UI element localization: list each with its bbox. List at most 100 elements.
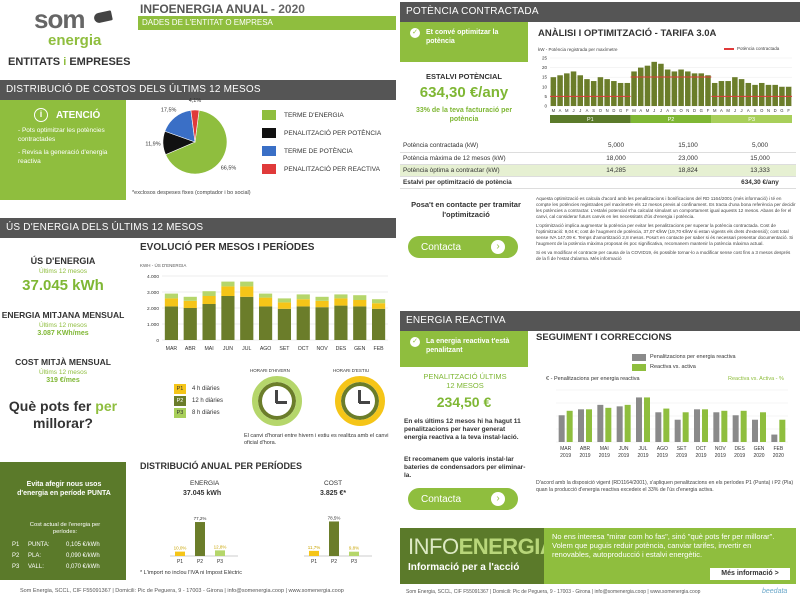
- banner-text: No ens interesa "mirar com ho fas", sinó…: [552, 532, 775, 559]
- evo-bar-P2-9: [334, 305, 348, 340]
- power-xtick-6: S: [592, 108, 595, 113]
- tip-row-p1-period: P1: [12, 542, 20, 548]
- evo-bar-P2-10: [353, 306, 367, 340]
- track-bar-penalty-6: [674, 419, 681, 442]
- reactive-text-1: En els últims 12 mesos hi ha hagut 11 pe…: [404, 418, 521, 441]
- annual-label-4-0: 11,7%: [308, 545, 320, 550]
- annual-energy-value: 37.045 kWh: [183, 490, 222, 497]
- track-xtick-month-2: MAI: [600, 446, 609, 452]
- evolution-title: EVOLUCIÓ PER MESOS I PERÍODES: [140, 242, 315, 253]
- power-bar-14: [644, 65, 651, 106]
- banner-title-b: ENERGIA: [458, 534, 556, 559]
- track-xtick-year-0: 2019: [560, 453, 571, 459]
- evolution-unit: KWH - ÚS D'ENERGIA: [140, 263, 187, 268]
- evo-xtick-4: JUL: [242, 346, 251, 352]
- evo-bar-P1-8: [315, 300, 329, 308]
- power-xtick-4: J: [579, 108, 581, 113]
- period-p1: P1 4 h diàries: [174, 383, 234, 395]
- power-bar-4: [577, 75, 584, 106]
- tip-row-p2-period: P2: [12, 553, 20, 559]
- tip-row-p2-name: PLA:: [28, 553, 42, 559]
- legend-label-power: TERME DE POTÈNCIA: [284, 147, 353, 155]
- power-bar-1: [557, 75, 563, 106]
- track-bar-ratio-1: [586, 409, 592, 442]
- power-xtick-13: A: [639, 108, 642, 113]
- reactive-text-2: Et recomanem que valoris instal·lar bate…: [404, 456, 526, 479]
- legend-swatch-reactive: [262, 164, 276, 174]
- power-bar-12: [631, 71, 637, 106]
- analysis-title: ANÀLISI I OPTIMITZACIÓ - TARIFA 3.0A: [538, 28, 717, 39]
- track-bar-penalty-2: [597, 404, 604, 442]
- reactive-section-title: ENERGIA REACTIVA: [400, 311, 800, 331]
- power-row-1-p2: 15,100: [652, 140, 724, 153]
- annual-label-3-1: 77,2%: [194, 516, 207, 521]
- track-bar-ratio-11: [779, 419, 786, 442]
- evo-bar-P2-1: [183, 308, 197, 340]
- power-xtick-2: M: [565, 108, 569, 113]
- evo-bar-P2-2: [202, 304, 216, 340]
- power-xtick-19: O: [679, 108, 683, 113]
- power-row-3-p3: 13,333: [724, 164, 796, 177]
- clock-winter-icon: [252, 376, 302, 426]
- evo-xtick-3: JUN: [223, 346, 233, 352]
- tracking-axis-left: € - Penalitzacions per energia reactiva: [546, 376, 640, 382]
- banner-title: INFOENERGIA: [408, 534, 556, 560]
- power-bar-21: [691, 73, 698, 106]
- evo-bar-P1-4: [240, 286, 254, 297]
- reactive-chevron-right-icon: ›: [491, 492, 506, 506]
- power-xtick-22: G: [700, 108, 703, 113]
- power-xtick-5: A: [586, 108, 589, 113]
- power-bar-5: [584, 79, 590, 106]
- power-xtick-29: A: [747, 108, 750, 113]
- legend-item-energy: TERME D'ENERGIA: [262, 106, 392, 124]
- power-row-2-p3: 15,000: [724, 152, 796, 165]
- evo-bar-P3-6: [277, 298, 292, 303]
- annual-xtick-3-1: P2: [197, 559, 203, 565]
- track-bar-penalty-9: [732, 415, 739, 442]
- power-bar-24: [711, 82, 718, 106]
- period-p3-badge: P3: [174, 408, 186, 418]
- power-contact-button[interactable]: Contacta ›: [408, 236, 518, 258]
- track-bar-penalty-5: [655, 412, 662, 442]
- evo-xtick-2: MAI: [204, 346, 213, 352]
- power-xtick-11: F: [626, 108, 629, 113]
- track-bar-ratio-3: [624, 404, 631, 442]
- reactive-callout: ✓ La energia reactiva t'està penalitzant: [400, 331, 528, 367]
- power-bar-31: [758, 82, 765, 106]
- power-callout: ✓ Et convé optimitzar la potència: [400, 22, 528, 62]
- tracking-legend-2: Reactiva vs. activa: [632, 362, 736, 372]
- annual-xtick-4-0: P1: [311, 559, 317, 565]
- track-xtick-year-1: 2019: [579, 453, 590, 459]
- power-saving-pct: 33% de la teva facturació per potència: [415, 107, 513, 123]
- track-xtick-month-1: ABR: [580, 446, 591, 452]
- reactive-contact-button[interactable]: Contacta ›: [408, 488, 518, 510]
- power-total-label: Estalvi per optimització de potència: [400, 176, 580, 189]
- banner-more-button[interactable]: Més informació >: [710, 568, 790, 580]
- footer-left: Som Energia, SCCL, CIF F55091367 | Domic…: [20, 588, 344, 594]
- track-xtick-year-9: 2019: [734, 453, 745, 459]
- evo-bar-P1-5: [258, 297, 273, 307]
- power-table-row-2: Potència màxima de 12 mesos (kW) 18,000 …: [400, 152, 796, 165]
- tracking-legend: Penalitzacions per energia reactiva Reac…: [632, 352, 736, 372]
- annual-xtick-3-0: P1: [177, 559, 183, 565]
- track-bar-penalty-3: [616, 406, 623, 442]
- track-xtick-month-10: GEN: [754, 446, 765, 452]
- power-bar-15: [651, 61, 657, 106]
- chevron-right-icon: ›: [491, 240, 506, 254]
- bulb-icon: [93, 10, 113, 24]
- power-row-3-label: Potència òptima a contractar (kW): [400, 164, 580, 177]
- power-xtick-24: M: [713, 108, 717, 113]
- footer-brand: beedata: [762, 588, 788, 595]
- kpi-cost-value: 319 €/mes: [46, 377, 80, 384]
- power-bar-28: [738, 79, 745, 106]
- power-xtick-32: N: [767, 108, 770, 113]
- tracking-axis-right: Reactiva vs. Activa - %: [728, 376, 784, 382]
- power-table-total: Estalvi per optimització de potència 634…: [400, 176, 796, 189]
- power-bar-3: [570, 71, 577, 106]
- attention-panel: i ATENCIÓ - Pots optimitzar les potèncie…: [0, 100, 126, 200]
- evo-xtick-0: MAR: [166, 346, 178, 352]
- power-bar-10: [617, 82, 624, 106]
- power-period-label-2: P3: [748, 117, 755, 123]
- tracking-legend-1: Penalitzacions per energia reactiva: [632, 352, 736, 362]
- power-xtick-30: S: [754, 108, 757, 113]
